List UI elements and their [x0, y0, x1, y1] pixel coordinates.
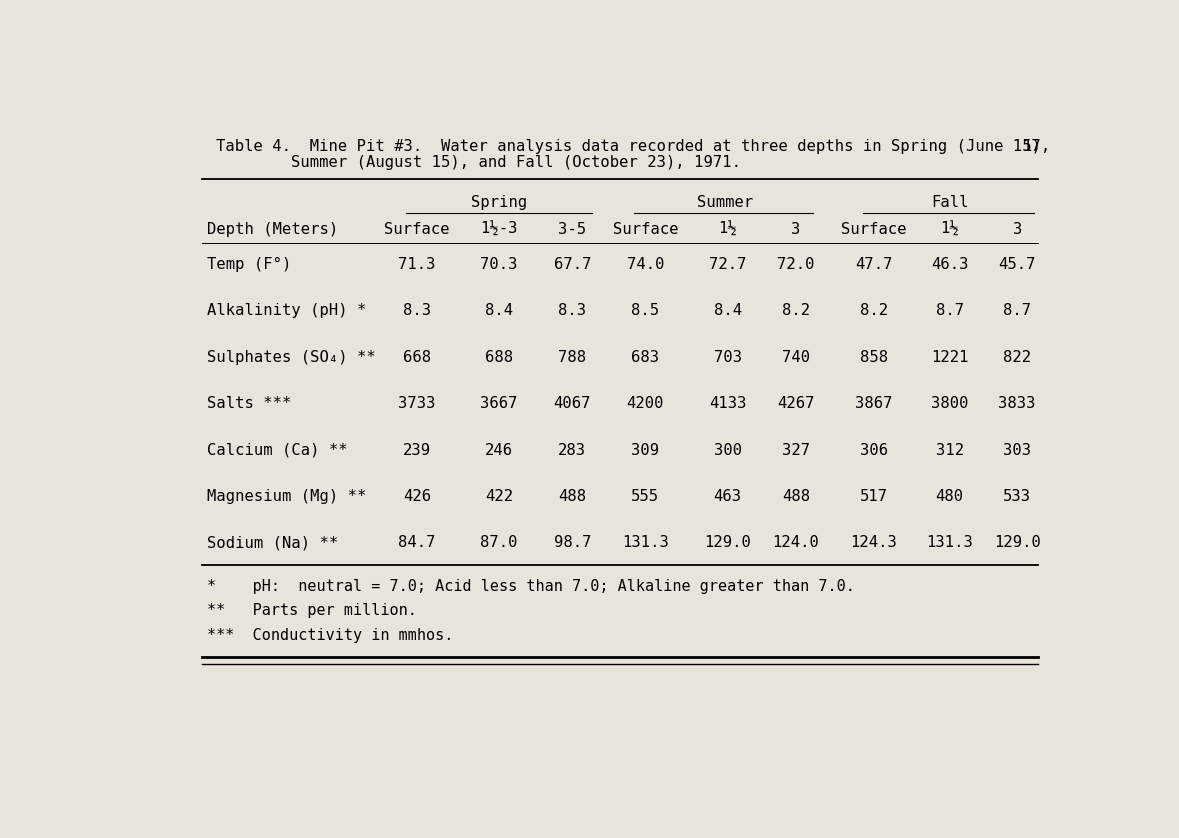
- Text: Calcium (Ca) **: Calcium (Ca) **: [206, 442, 348, 458]
- Text: 1½: 1½: [940, 222, 959, 237]
- Text: 3667: 3667: [480, 396, 518, 411]
- Text: 488: 488: [782, 489, 810, 504]
- Text: 822: 822: [1003, 349, 1032, 365]
- Text: Alkalinity (pH) *: Alkalinity (pH) *: [206, 303, 367, 318]
- Text: Surface: Surface: [384, 222, 449, 237]
- Text: 8.4: 8.4: [485, 303, 513, 318]
- Text: 3867: 3867: [855, 396, 893, 411]
- Text: 3: 3: [1013, 222, 1022, 237]
- Text: 3-5: 3-5: [558, 222, 586, 237]
- Text: 8.3: 8.3: [558, 303, 586, 318]
- Text: 1½-3: 1½-3: [480, 222, 518, 237]
- Text: Surface: Surface: [841, 222, 907, 237]
- Text: 517: 517: [859, 489, 888, 504]
- Text: 131.3: 131.3: [621, 535, 668, 551]
- Text: Temp (F°): Temp (F°): [206, 256, 291, 272]
- Text: Depth (Meters): Depth (Meters): [206, 222, 338, 237]
- Text: 3733: 3733: [399, 396, 436, 411]
- Text: 688: 688: [485, 349, 513, 365]
- Text: 4133: 4133: [709, 396, 746, 411]
- Text: 46.3: 46.3: [931, 256, 968, 272]
- Text: 129.0: 129.0: [704, 535, 751, 551]
- Text: 71.3: 71.3: [399, 256, 436, 272]
- Text: 98.7: 98.7: [553, 535, 591, 551]
- Text: 124.3: 124.3: [850, 535, 897, 551]
- Text: 488: 488: [558, 489, 586, 504]
- Text: 555: 555: [631, 489, 659, 504]
- Text: Table 4.  Mine Pit #3.  Water analysis data recorded at three depths in Spring (: Table 4. Mine Pit #3. Water analysis dat…: [216, 139, 1050, 154]
- Text: 131.3: 131.3: [927, 535, 973, 551]
- Text: 8.4: 8.4: [713, 303, 742, 318]
- Text: 740: 740: [782, 349, 810, 365]
- Text: Salts ***: Salts ***: [206, 396, 291, 411]
- Text: Summer: Summer: [697, 195, 753, 210]
- Text: 788: 788: [558, 349, 586, 365]
- Text: 683: 683: [631, 349, 659, 365]
- Text: 8.2: 8.2: [859, 303, 888, 318]
- Text: 463: 463: [713, 489, 742, 504]
- Text: 8.5: 8.5: [631, 303, 659, 318]
- Text: Surface: Surface: [613, 222, 678, 237]
- Text: 283: 283: [558, 442, 586, 458]
- Text: 8.2: 8.2: [782, 303, 810, 318]
- Text: 45.7: 45.7: [999, 256, 1036, 272]
- Text: Fall: Fall: [931, 195, 969, 210]
- Text: 3: 3: [791, 222, 801, 237]
- Text: Sodium (Na) **: Sodium (Na) **: [206, 535, 338, 551]
- Text: 239: 239: [403, 442, 432, 458]
- Text: 3833: 3833: [999, 396, 1036, 411]
- Text: 8.7: 8.7: [936, 303, 963, 318]
- Text: *    pH:  neutral = 7.0; Acid less than 7.0; Alkaline greater than 7.0.: * pH: neutral = 7.0; Acid less than 7.0;…: [206, 579, 855, 593]
- Text: 1½: 1½: [718, 222, 737, 237]
- Text: 422: 422: [485, 489, 513, 504]
- Text: 84.7: 84.7: [399, 535, 436, 551]
- Text: 306: 306: [859, 442, 888, 458]
- Text: 129.0: 129.0: [994, 535, 1041, 551]
- Text: 4267: 4267: [777, 396, 815, 411]
- Text: Spring: Spring: [472, 195, 527, 210]
- Text: 303: 303: [1003, 442, 1032, 458]
- Text: 309: 309: [631, 442, 659, 458]
- Text: 703: 703: [713, 349, 742, 365]
- Text: 327: 327: [782, 442, 810, 458]
- Text: 312: 312: [936, 442, 963, 458]
- Text: 480: 480: [936, 489, 963, 504]
- Text: Sulphates (SO₄) **: Sulphates (SO₄) **: [206, 349, 376, 365]
- Text: 72.7: 72.7: [709, 256, 746, 272]
- Text: 1221: 1221: [931, 349, 968, 365]
- Text: ***  Conductivity in mmhos.: *** Conductivity in mmhos.: [206, 628, 453, 643]
- Text: 4067: 4067: [553, 396, 591, 411]
- Text: 67.7: 67.7: [553, 256, 591, 272]
- Text: 858: 858: [859, 349, 888, 365]
- Text: 668: 668: [403, 349, 432, 365]
- Text: 3800: 3800: [931, 396, 968, 411]
- Text: **   Parts per million.: ** Parts per million.: [206, 603, 416, 618]
- Text: 4200: 4200: [626, 396, 664, 411]
- Text: 74.0: 74.0: [626, 256, 664, 272]
- Text: 72.0: 72.0: [777, 256, 815, 272]
- Text: 8.7: 8.7: [1003, 303, 1032, 318]
- Text: 533: 533: [1003, 489, 1032, 504]
- Text: 124.0: 124.0: [772, 535, 819, 551]
- Text: Magnesium (Mg) **: Magnesium (Mg) **: [206, 489, 367, 504]
- Text: 17: 17: [1022, 139, 1041, 154]
- Text: 70.3: 70.3: [480, 256, 518, 272]
- Text: 426: 426: [403, 489, 432, 504]
- Text: 300: 300: [713, 442, 742, 458]
- Text: 87.0: 87.0: [480, 535, 518, 551]
- Text: Summer (August 15), and Fall (October 23), 1971.: Summer (August 15), and Fall (October 23…: [216, 155, 740, 170]
- Text: 246: 246: [485, 442, 513, 458]
- Text: 8.3: 8.3: [403, 303, 432, 318]
- Text: 47.7: 47.7: [855, 256, 893, 272]
